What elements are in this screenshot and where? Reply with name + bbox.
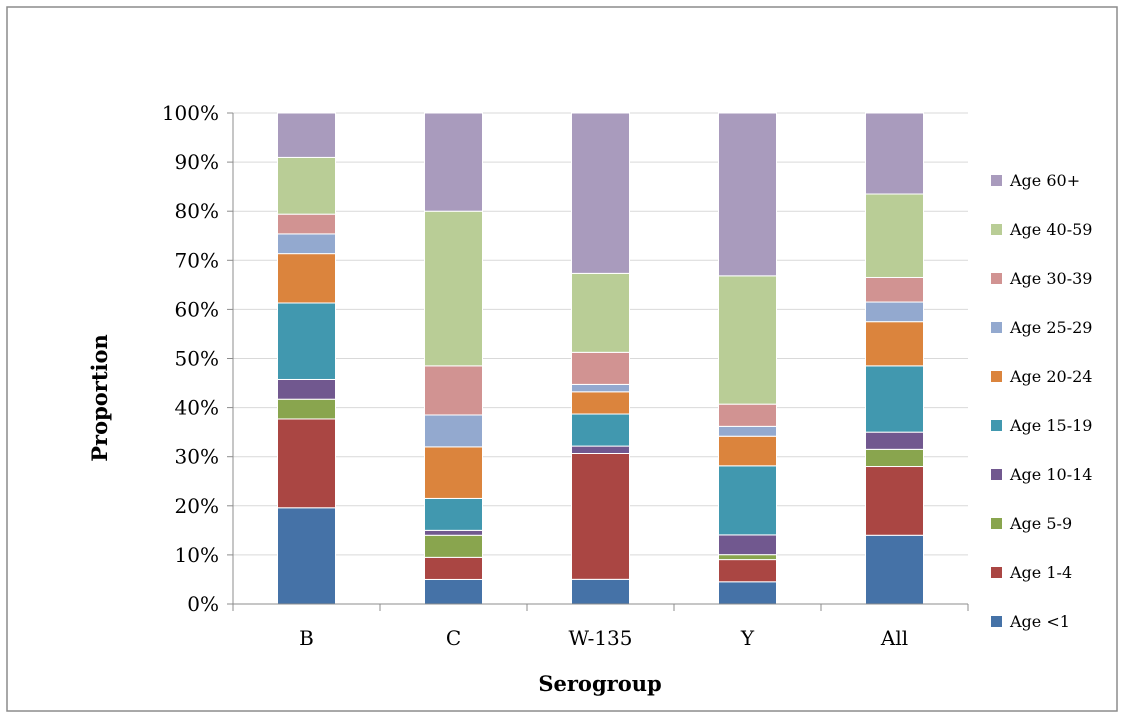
bar-segment xyxy=(424,578,483,605)
legend-swatch xyxy=(991,224,1002,235)
bar-segment xyxy=(277,156,336,215)
bar-segment xyxy=(718,559,777,583)
y-tick-label: 20% xyxy=(175,494,219,518)
bar-segment xyxy=(424,210,483,367)
legend-swatch xyxy=(991,469,1002,480)
y-tick-label: 60% xyxy=(175,297,219,321)
legend-swatch xyxy=(991,567,1002,578)
bar-segment xyxy=(277,398,336,420)
bar-segment xyxy=(277,112,336,158)
bar-segment xyxy=(424,534,483,558)
bar-segment xyxy=(424,446,483,499)
legend-swatch xyxy=(991,175,1002,186)
bar-segment xyxy=(424,414,483,448)
bars xyxy=(277,112,924,605)
legend-label: Age 25-29 xyxy=(1009,318,1092,337)
bar-segment xyxy=(424,556,483,580)
legend-label: Age 20-24 xyxy=(1009,367,1092,386)
x-tick-label: W-135 xyxy=(568,626,632,650)
bar-segment xyxy=(718,425,777,437)
bar-segment xyxy=(718,554,777,561)
bar-segment xyxy=(718,275,777,405)
bar-segment xyxy=(571,272,630,353)
x-axis-title: Serogroup xyxy=(538,671,661,696)
legend-swatch xyxy=(991,518,1002,529)
legend-label: Age 15-19 xyxy=(1009,416,1092,435)
legend-swatch xyxy=(991,371,1002,382)
bar-segment xyxy=(571,578,630,605)
bar-segment xyxy=(865,431,924,450)
bar-segment xyxy=(865,466,924,536)
x-tick-label: Y xyxy=(740,626,755,650)
legend-label: Age 1-4 xyxy=(1009,563,1072,582)
bar-segment xyxy=(865,112,924,195)
legend-label: Age 5-9 xyxy=(1009,514,1072,533)
bar-segment xyxy=(571,445,630,454)
legend-swatch xyxy=(991,273,1002,284)
bar-segment xyxy=(865,365,924,433)
legend: Age 60+ Age 40-59 Age 30-39 Age 25-29 Age 20… xyxy=(991,171,1092,631)
bar-segment xyxy=(865,534,924,605)
bar-segment xyxy=(277,302,336,380)
bar-segment xyxy=(718,112,777,277)
axes: 0% 10% 20% 30% 40% 50% 60% 70% 80% 90% 100% B C W-135… xyxy=(162,101,969,650)
legend-label: Age <1 xyxy=(1009,612,1070,631)
x-tick-label: B xyxy=(299,626,314,650)
bar-segment xyxy=(865,301,924,323)
legend-swatch xyxy=(991,322,1002,333)
legend-swatch xyxy=(991,420,1002,431)
bar-segment xyxy=(571,413,630,447)
bar-segment xyxy=(424,112,483,212)
legend-label: Age 10-14 xyxy=(1009,465,1092,484)
bar-segment xyxy=(571,112,630,274)
bar-segment xyxy=(424,529,483,536)
y-tick-label: 70% xyxy=(175,248,219,272)
bar-segment xyxy=(718,581,777,605)
bar-segment xyxy=(571,351,630,385)
bar-segment xyxy=(718,435,777,467)
bar-segment xyxy=(865,276,924,303)
x-tick-label: C xyxy=(446,626,461,650)
y-tick-label: 30% xyxy=(175,445,219,469)
y-tick-label: 40% xyxy=(175,396,219,420)
bar-segment xyxy=(571,391,630,415)
y-tick-label: 100% xyxy=(162,101,219,125)
bar-segment xyxy=(718,465,777,536)
x-tick-label: All xyxy=(880,626,908,650)
y-tick-label: 10% xyxy=(175,543,219,567)
y-tick-label: 90% xyxy=(175,150,219,174)
bar-segment xyxy=(277,213,336,235)
bar-segment xyxy=(865,321,924,367)
bar-segment xyxy=(571,383,630,393)
bar-segment xyxy=(277,418,336,509)
bar-segment xyxy=(865,193,924,278)
y-tick-label: 80% xyxy=(175,199,219,223)
bar-segment xyxy=(865,448,924,468)
y-tick-label: 0% xyxy=(187,592,219,616)
bar-segment xyxy=(424,497,483,531)
legend-label: Age 30-39 xyxy=(1009,269,1092,288)
bar-segment xyxy=(277,507,336,605)
bar-segment xyxy=(424,365,483,416)
bar-segment xyxy=(718,403,777,427)
legend-label: Age 60+ xyxy=(1009,171,1080,190)
legend-swatch xyxy=(991,616,1002,627)
bar-segment xyxy=(277,253,336,304)
bar-segment xyxy=(277,233,336,255)
y-tick-label: 50% xyxy=(175,347,219,371)
y-axis-title: Proportion xyxy=(87,334,112,462)
bar-segment xyxy=(571,452,630,580)
bar-segment xyxy=(718,534,777,556)
bar-segment xyxy=(277,378,336,400)
legend-label: Age 40-59 xyxy=(1009,220,1092,239)
